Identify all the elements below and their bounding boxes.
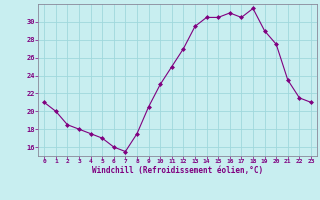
X-axis label: Windchill (Refroidissement éolien,°C): Windchill (Refroidissement éolien,°C) — [92, 166, 263, 175]
